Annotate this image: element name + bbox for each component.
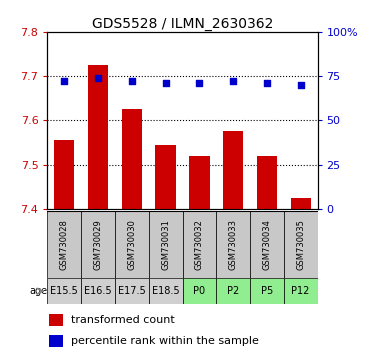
Bar <box>155 145 176 209</box>
Point <box>298 82 304 88</box>
Text: E17.5: E17.5 <box>118 286 146 296</box>
Text: GSM730028: GSM730028 <box>60 219 69 270</box>
Text: GSM730034: GSM730034 <box>262 219 272 270</box>
Bar <box>284 278 318 304</box>
Bar <box>257 156 277 209</box>
Text: E16.5: E16.5 <box>84 286 112 296</box>
Point <box>196 80 202 86</box>
Point <box>163 80 169 86</box>
Text: GSM730032: GSM730032 <box>195 219 204 270</box>
Text: transformed count: transformed count <box>72 315 175 325</box>
Point <box>129 79 135 84</box>
Bar <box>223 131 243 209</box>
Bar <box>284 211 318 278</box>
Point <box>264 80 270 86</box>
Point <box>61 79 67 84</box>
Text: GSM730035: GSM730035 <box>296 219 305 270</box>
Text: GSM730029: GSM730029 <box>93 219 103 270</box>
Bar <box>189 156 210 209</box>
Bar <box>81 278 115 304</box>
Bar <box>115 278 149 304</box>
Text: GSM730033: GSM730033 <box>228 219 238 270</box>
Text: GSM730031: GSM730031 <box>161 219 170 270</box>
Text: E18.5: E18.5 <box>152 286 180 296</box>
Bar <box>54 140 74 209</box>
Text: GSM730030: GSM730030 <box>127 219 137 270</box>
Point <box>95 75 101 81</box>
Text: P2: P2 <box>227 286 239 296</box>
Bar <box>49 335 63 347</box>
Bar <box>149 211 182 278</box>
Text: P5: P5 <box>261 286 273 296</box>
Bar <box>291 198 311 209</box>
Bar <box>250 278 284 304</box>
Text: P0: P0 <box>193 286 205 296</box>
Text: age: age <box>29 286 47 296</box>
Bar <box>216 278 250 304</box>
Bar <box>115 211 149 278</box>
Bar <box>122 109 142 209</box>
Text: percentile rank within the sample: percentile rank within the sample <box>72 336 260 346</box>
Text: P12: P12 <box>292 286 310 296</box>
Bar <box>149 278 182 304</box>
Bar <box>182 211 216 278</box>
Bar <box>216 211 250 278</box>
Bar <box>47 278 81 304</box>
Bar <box>250 211 284 278</box>
Bar <box>49 314 63 326</box>
Bar <box>47 211 81 278</box>
Text: E15.5: E15.5 <box>50 286 78 296</box>
Bar <box>81 211 115 278</box>
Title: GDS5528 / ILMN_2630362: GDS5528 / ILMN_2630362 <box>92 17 273 31</box>
Bar <box>182 278 216 304</box>
Point <box>230 79 236 84</box>
Bar <box>88 65 108 209</box>
